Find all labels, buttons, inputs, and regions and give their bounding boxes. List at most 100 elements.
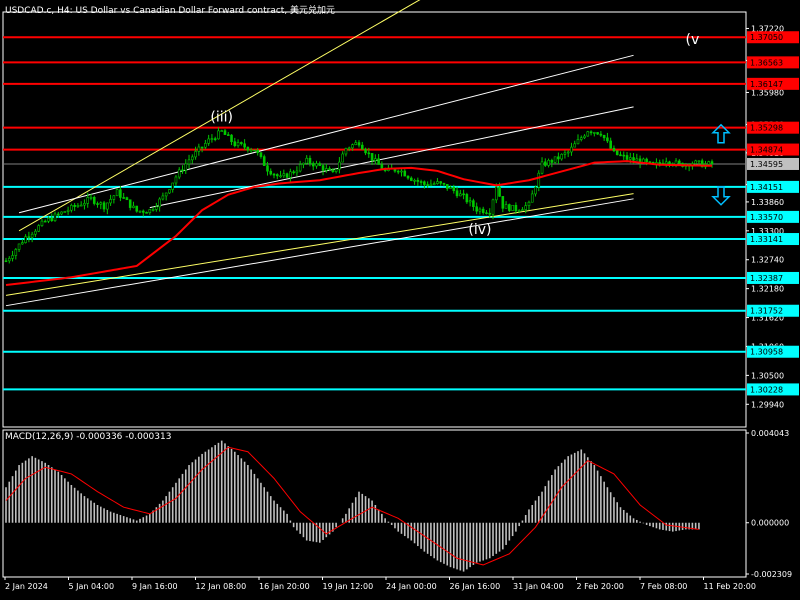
candle-body — [674, 160, 678, 165]
candle-body — [14, 249, 18, 256]
main-panel-frame — [2, 11, 747, 428]
candle-body — [70, 204, 73, 211]
candle-body — [514, 204, 518, 212]
price-tick-label: 1.32180 — [751, 285, 784, 294]
candle-body — [491, 199, 495, 215]
candle-body — [377, 158, 380, 165]
candle-body — [436, 181, 439, 184]
candle-body — [181, 169, 184, 172]
level-label-bg — [747, 210, 799, 223]
candle-body — [204, 143, 207, 148]
trendline — [18, 0, 421, 232]
level-label-bg — [747, 304, 799, 317]
candle-body — [305, 157, 309, 164]
candle-body — [537, 172, 541, 188]
candle-body — [269, 170, 273, 175]
candle-body — [465, 194, 469, 203]
candle-body — [295, 170, 299, 174]
candle-body — [210, 138, 214, 140]
candle-body — [99, 202, 103, 205]
candle-body — [34, 230, 37, 235]
price-tick-label: 1.37220 — [751, 24, 784, 33]
candle-body — [220, 130, 224, 132]
candle-body — [622, 154, 626, 157]
level-label: 1.31752 — [750, 307, 783, 316]
candle-body — [226, 134, 230, 136]
candle-body — [576, 139, 580, 145]
level-label-bg — [747, 31, 799, 44]
candle-body — [30, 233, 34, 238]
candle-body — [249, 149, 253, 152]
candle-body — [579, 137, 583, 140]
candle-body — [24, 236, 27, 243]
candle-body — [292, 171, 295, 174]
time-label: 11 Feb 20:00 — [704, 582, 756, 591]
down-arrow-icon — [711, 185, 731, 206]
candle-body — [243, 143, 246, 148]
candle-body — [524, 205, 527, 210]
candle-body — [272, 173, 276, 176]
candle-body — [602, 134, 606, 139]
candle-body — [115, 189, 119, 197]
candle-body — [66, 209, 70, 212]
candle-body — [619, 154, 622, 157]
wave-label: (iv) — [468, 222, 491, 238]
candle-body — [73, 204, 76, 207]
candle-body — [135, 205, 139, 212]
candle-body — [547, 160, 550, 166]
last-price-label: 1.34595 — [750, 160, 783, 169]
candle-body — [109, 199, 112, 204]
level-label-bg — [747, 233, 799, 246]
candle-body — [485, 212, 488, 215]
candle-body — [462, 193, 465, 196]
candle-body — [566, 151, 570, 154]
candle-body — [92, 196, 96, 204]
wave-label: (iii) — [210, 109, 233, 125]
candle-body — [223, 130, 227, 135]
candle-body — [442, 182, 446, 185]
candle-body — [259, 152, 263, 157]
candle-body — [138, 210, 142, 213]
level-label: 1.34874 — [750, 146, 783, 155]
candle-body — [406, 175, 410, 179]
level-label-bg — [747, 180, 799, 193]
level-label-bg — [747, 383, 799, 396]
candle-body — [321, 165, 325, 171]
time-label: 12 Jan 08:00 — [196, 582, 247, 591]
candle-body — [194, 151, 197, 158]
candle-body — [475, 206, 478, 212]
up-arrow-shape — [711, 123, 731, 144]
candle-body — [285, 173, 289, 178]
trendline — [149, 106, 634, 209]
candle-body — [609, 140, 612, 149]
candle-body — [63, 211, 67, 213]
macd-signal-line — [5, 446, 699, 566]
time-label: 26 Jan 16:00 — [450, 582, 501, 591]
candle-body — [171, 182, 174, 190]
candle-body — [606, 137, 609, 142]
level-label: 1.30958 — [750, 348, 783, 357]
down-arrow-shape — [711, 185, 731, 206]
candle-body — [279, 175, 282, 178]
candle-body — [328, 168, 331, 171]
candle-body — [449, 186, 452, 189]
level-label: 1.36147 — [750, 80, 783, 89]
candle-body — [341, 153, 344, 163]
candle-body — [658, 162, 662, 164]
candle-body — [694, 160, 697, 164]
price-tick-label: 1.29940 — [751, 400, 784, 409]
candle-body — [563, 152, 567, 155]
candle-body — [481, 208, 485, 214]
candle-body — [56, 213, 60, 216]
time-label: 19 Jan 12:00 — [323, 582, 374, 591]
candle-body — [282, 173, 286, 177]
candle-body — [521, 209, 524, 211]
candle-body — [612, 147, 616, 152]
candle-body — [325, 168, 328, 171]
trendline — [5, 198, 634, 307]
candle-body — [494, 186, 498, 201]
candle-body — [191, 156, 194, 161]
candle-body — [432, 183, 436, 185]
candle-body — [177, 169, 181, 178]
